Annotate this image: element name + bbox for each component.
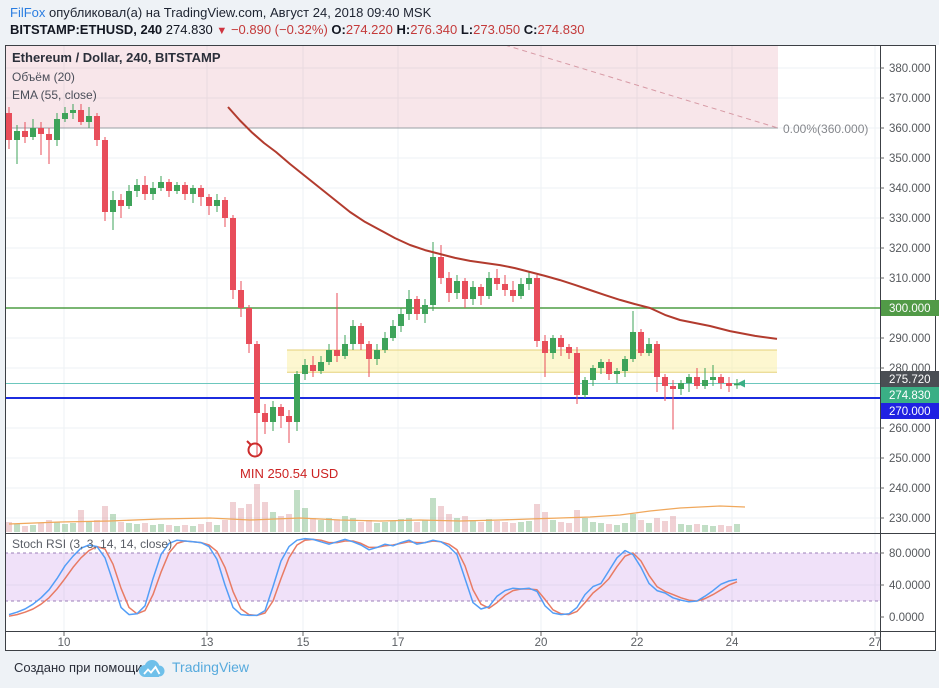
svg-text:340.000: 340.000 <box>889 183 931 195</box>
svg-text:27: 27 <box>869 637 882 649</box>
price-change: −0.890 (−0.32%) <box>230 22 328 37</box>
close-value: 274.830 <box>537 22 585 37</box>
chart-legend-ema[interactable]: EMA (55, close) <box>12 88 97 102</box>
down-arrow-icon: ▼ <box>216 25 228 37</box>
svg-text:13: 13 <box>201 637 214 649</box>
svg-text:330.000: 330.000 <box>889 213 931 225</box>
min-price-marker <box>246 440 263 458</box>
publish-text: опубликовал(а) на TradingView.com, Авгус… <box>45 5 432 20</box>
volume-bars <box>6 484 740 532</box>
svg-text:290.000: 290.000 <box>889 333 931 345</box>
svg-text:15: 15 <box>297 637 310 649</box>
publish-line: FilFox опубликовал(а) на TradingView.com… <box>10 5 431 20</box>
svg-text:370.000: 370.000 <box>889 93 931 105</box>
svg-text:270.000: 270.000 <box>889 406 931 418</box>
open-value: 274.220 <box>345 22 393 37</box>
chart-background <box>5 45 939 651</box>
chart-legend-title[interactable]: Ethereum / Dollar, 240, BITSTAMP <box>12 50 221 65</box>
svg-text:24: 24 <box>726 637 739 649</box>
stoch-d-line <box>8 538 738 617</box>
stoch-rsi-pane <box>5 537 880 617</box>
fib-retracement-zone <box>5 45 779 129</box>
close-label: C: <box>523 22 538 37</box>
price-line-label: 275.720 <box>881 371 939 387</box>
ema-line <box>227 106 778 340</box>
svg-text:250.000: 250.000 <box>889 453 931 465</box>
footer-text: Создано при помощи <box>14 660 143 675</box>
high-label: H: <box>396 22 411 37</box>
svg-text:260.000: 260.000 <box>889 423 931 435</box>
time-axis[interactable]: 10 13 15 17 20 22 24 27 <box>58 632 882 649</box>
candlesticks <box>6 104 740 457</box>
svg-text:80.0000: 80.0000 <box>889 548 931 560</box>
svg-text:40.0000: 40.0000 <box>889 580 931 592</box>
fib-level-label: 0.00%(360.000) <box>783 122 869 136</box>
price-line-label: 270.000 <box>881 403 939 419</box>
stoch-rsi-legend[interactable]: Stoch RSI (3, 3, 14, 14, close) <box>12 537 173 551</box>
symbol-line: BITSTAMP:ETHUSD, 240 274.830 ▼ −0.890 (−… <box>10 22 584 37</box>
volume-ma-line <box>8 505 746 525</box>
author-link[interactable]: FilFox <box>10 5 46 20</box>
price-axis[interactable]: 380.000 370.000 360.000 350.000 340.000 330.0… <box>880 63 939 624</box>
svg-text:275.720: 275.720 <box>889 374 931 386</box>
low-label: L: <box>460 22 474 37</box>
tradingview-brand-link[interactable]: TradingView <box>172 659 250 675</box>
svg-text:274.830: 274.830 <box>889 390 931 402</box>
svg-text:17: 17 <box>392 637 405 649</box>
yellow-resistance-band <box>287 349 777 373</box>
svg-text:0.0000: 0.0000 <box>889 612 924 624</box>
stoch-k-line <box>8 537 738 617</box>
svg-text:22: 22 <box>631 637 644 649</box>
low-value: 273.050 <box>473 22 521 37</box>
price-line-label: 300.000 <box>881 300 939 316</box>
price-chart-canvas[interactable]: 380.000 370.000 360.000 350.000 340.000 330.0… <box>0 45 939 651</box>
svg-text:20: 20 <box>535 637 548 649</box>
svg-text:320.000: 320.000 <box>889 243 931 255</box>
open-label: O: <box>331 22 346 37</box>
min-price-annotation: MIN 250.54 USD <box>240 466 339 481</box>
svg-text:310.000: 310.000 <box>889 273 931 285</box>
chart-legend-volume[interactable]: Объём (20) <box>12 70 75 84</box>
svg-text:240.000: 240.000 <box>889 483 931 495</box>
svg-text:360.000: 360.000 <box>889 123 931 135</box>
price-line-label: 274.830 <box>881 387 939 403</box>
last-price: 274.830 <box>165 22 213 37</box>
symbol-name[interactable]: BITSTAMP:ETHUSD, 240 <box>10 22 163 37</box>
svg-text:350.000: 350.000 <box>889 153 931 165</box>
footer-bar: Создано при помощи TradingView <box>0 651 939 688</box>
svg-text:380.000: 380.000 <box>889 63 931 75</box>
tradingview-cloud-icon <box>139 660 165 677</box>
last-price-pointer <box>737 379 745 388</box>
svg-text:300.000: 300.000 <box>889 303 931 315</box>
svg-text:10: 10 <box>58 637 71 649</box>
high-value: 276.340 <box>410 22 458 37</box>
svg-text:230.000: 230.000 <box>889 513 931 525</box>
chart-frame <box>5 45 936 651</box>
